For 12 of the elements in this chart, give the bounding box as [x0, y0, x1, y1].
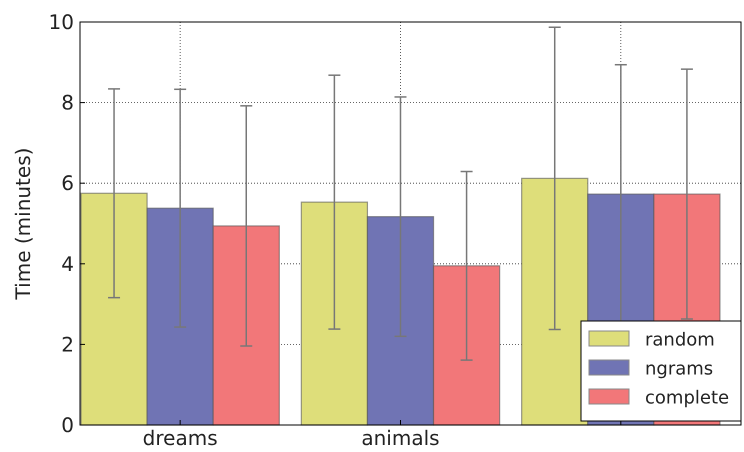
y-tick-label: 6 [61, 171, 74, 196]
y-tick-label: 8 [61, 90, 74, 115]
legend-label: random [645, 329, 715, 350]
y-tick-label: 0 [61, 413, 74, 437]
legend-label: ngrams [645, 358, 714, 380]
x-tick-label: dreams [142, 426, 218, 450]
y-tick-label: 10 [48, 10, 74, 34]
x-tick-label: animals [361, 426, 440, 450]
y-tick-label: 4 [61, 252, 74, 276]
legend-label: complete [645, 387, 730, 408]
y-axis-title: Time (minutes) [11, 148, 35, 300]
y-tick-label: 2 [61, 332, 74, 356]
